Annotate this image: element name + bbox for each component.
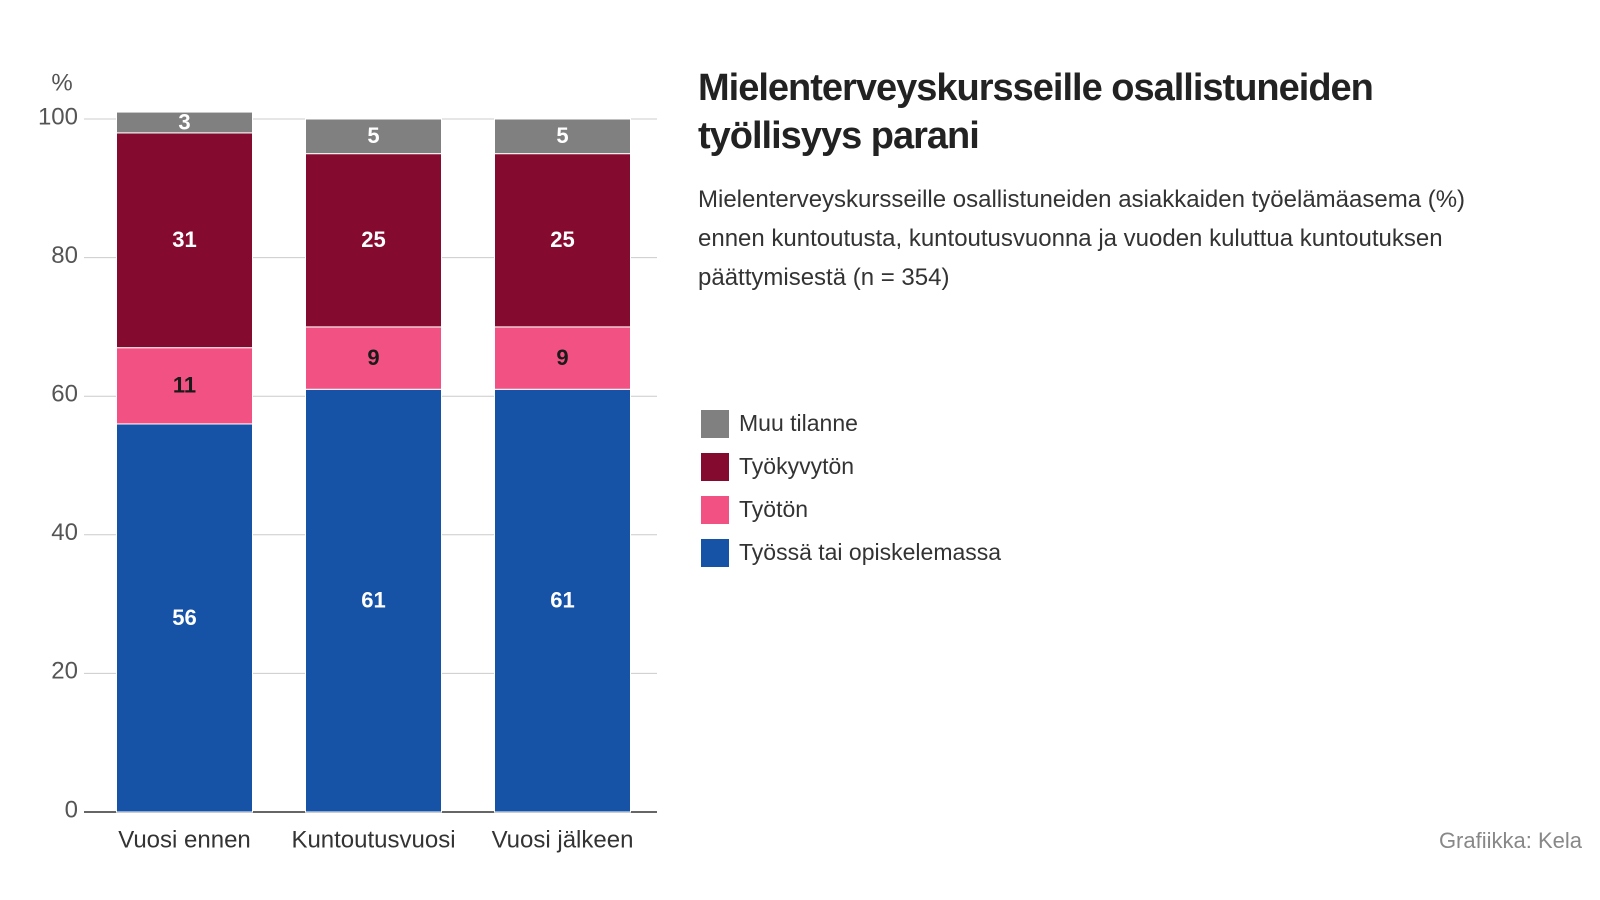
y-unit: % xyxy=(51,69,72,96)
bar-segment xyxy=(494,326,631,390)
data-label: 25 xyxy=(361,227,385,252)
data-label: 9 xyxy=(367,345,379,370)
bar-segment xyxy=(305,118,442,155)
y-tick-label: 20 xyxy=(51,658,78,685)
data-label: 9 xyxy=(556,345,568,370)
data-label: 56 xyxy=(172,605,196,630)
data-label: 5 xyxy=(556,123,568,148)
data-label: 61 xyxy=(550,587,574,612)
bar-segment xyxy=(494,388,631,813)
chart-title: Mielenterveyskursseille osallistuneiden … xyxy=(698,67,1374,157)
legend-swatch xyxy=(701,539,729,567)
chart-subtitle: Mielenterveyskursseille osallistuneiden … xyxy=(698,186,1466,291)
bar-segment xyxy=(116,423,253,813)
data-label: 3 xyxy=(178,109,190,134)
bar-segment xyxy=(116,111,253,134)
legend-label: Työtön xyxy=(739,496,808,522)
y-tick-label: 60 xyxy=(51,381,78,408)
bar-segment xyxy=(116,347,253,425)
bar-segment xyxy=(305,326,442,390)
data-label: 31 xyxy=(172,227,196,252)
bar-segment xyxy=(116,132,253,349)
bar-segment xyxy=(494,153,631,328)
legend-label: Muu tilanne xyxy=(739,410,858,436)
data-label: 11 xyxy=(173,373,196,398)
y-tick-label: 0 xyxy=(65,796,78,823)
bar-segment xyxy=(305,388,442,813)
x-tick-label: Vuosi jälkeen xyxy=(492,826,634,853)
legend-swatch xyxy=(701,410,729,438)
bar-segment xyxy=(494,118,631,155)
x-tick-label: Kuntoutusvuosi xyxy=(291,826,455,853)
y-tick-label: 40 xyxy=(51,519,78,546)
source: Grafiikka: Kela xyxy=(1439,828,1583,853)
legend-label: Työssä tai opiskelemassa xyxy=(739,539,1001,565)
data-label: 61 xyxy=(361,587,385,612)
y-tick-label: 80 xyxy=(51,242,78,269)
data-label: 5 xyxy=(367,123,379,148)
data-label: 25 xyxy=(550,227,574,252)
legend-swatch xyxy=(701,453,729,481)
x-tick-label: Vuosi ennen xyxy=(118,826,251,853)
legend-label: Työkyvytön xyxy=(739,453,854,479)
legend-swatch xyxy=(701,496,729,524)
bar-segment xyxy=(305,153,442,328)
y-tick-label: 100 xyxy=(38,103,78,130)
